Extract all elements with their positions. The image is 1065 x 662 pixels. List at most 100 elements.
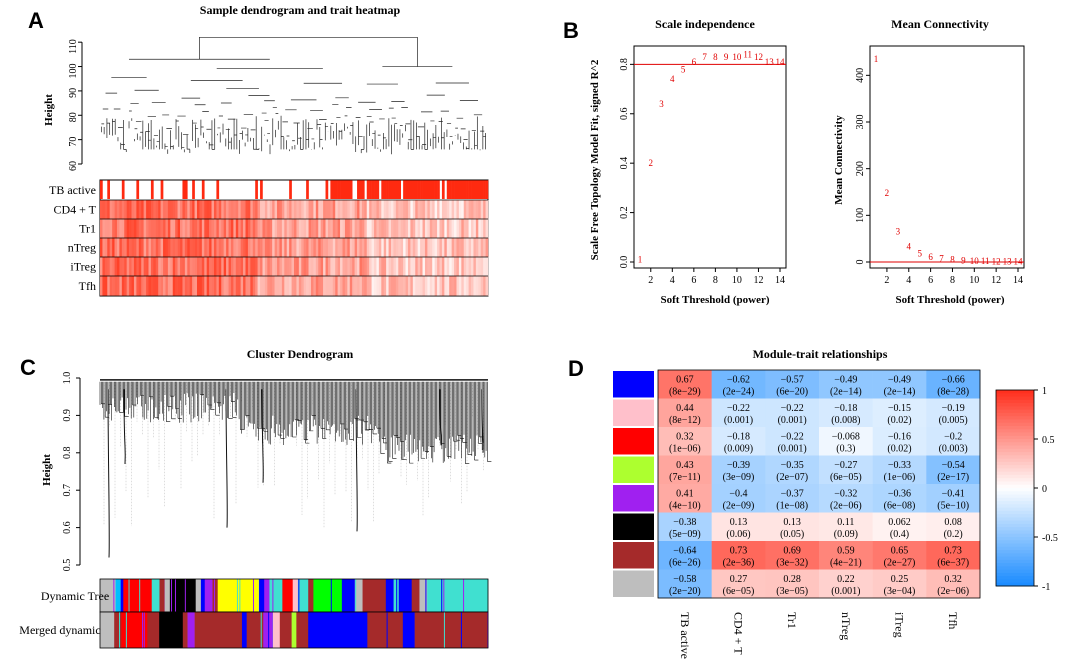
cell-pvalue: (0.008) [831, 415, 860, 426]
trait-cell [303, 200, 307, 219]
cell-pvalue: (0.09) [834, 529, 858, 540]
trait-cell [247, 200, 251, 219]
trait-cell [301, 200, 304, 219]
trait-cell [456, 257, 460, 276]
trait-cell [121, 238, 125, 257]
trait-cell [129, 276, 132, 296]
trait-cell [471, 257, 474, 276]
legend-step [996, 390, 1034, 394]
trait-cell [112, 276, 115, 296]
tb-active-cell [471, 180, 474, 199]
trait-cell [155, 276, 159, 296]
y-tick-label: 0.0 [619, 256, 630, 269]
heat-cell [819, 541, 873, 570]
trait-cell [323, 276, 326, 296]
trait-cell [483, 219, 486, 238]
trait-cell [352, 257, 355, 276]
trait-cell [439, 200, 443, 219]
trait-cell [286, 238, 290, 257]
trait-cell [327, 200, 331, 219]
trait-cell [216, 276, 220, 296]
trait-cell [158, 238, 161, 257]
trait-cell [434, 257, 438, 276]
trait-cell [129, 238, 132, 257]
trait-cell [364, 200, 368, 219]
trait-cell [165, 200, 169, 219]
module-segment [362, 579, 387, 612]
trait-cell [354, 238, 358, 257]
trait-cell [458, 200, 462, 219]
trait-cell [129, 257, 132, 276]
trait-cell [211, 238, 215, 257]
trait-cell [109, 257, 113, 276]
trait-cell [458, 276, 462, 296]
tb-active-cell [332, 180, 336, 199]
trait-cell [308, 257, 312, 276]
trait-cell [444, 200, 448, 219]
trait-cell [177, 276, 181, 296]
trait-cell [461, 238, 465, 257]
legend-tick-label: 1 [1042, 386, 1047, 397]
trait-cell [213, 219, 217, 238]
trait-cell [483, 257, 486, 276]
trait-cell [243, 219, 246, 238]
trait-cell [446, 238, 450, 257]
cell-pvalue: (6e−26) [669, 557, 701, 568]
trait-cell [417, 219, 421, 238]
heat-cell [819, 370, 873, 399]
heat-cell [658, 370, 712, 399]
trait-cell [439, 276, 443, 296]
cell-correlation: −0.2 [944, 431, 962, 442]
trait-cell [247, 238, 251, 257]
trait-cell [267, 276, 271, 296]
module-segment [204, 579, 213, 612]
legend-step [996, 582, 1034, 587]
trait-cell [400, 276, 404, 296]
tb-active-cell [330, 180, 334, 199]
trait-cell [291, 219, 295, 238]
trait-cell [153, 200, 157, 219]
trait-cell [192, 219, 195, 238]
trait-cell [250, 257, 254, 276]
heat-cell [711, 569, 766, 599]
legend-step [996, 474, 1034, 479]
trait-cell [398, 200, 401, 219]
trait-cell [257, 219, 261, 238]
trait-cell [466, 257, 469, 276]
tb-active-cell [357, 180, 360, 199]
deep-branch [107, 389, 110, 558]
trait-cell [386, 238, 389, 257]
trait-cell [146, 200, 149, 219]
tb-active-cell [366, 180, 370, 199]
trait-cell [315, 219, 319, 238]
trait-cell [451, 219, 455, 238]
trait-cell [444, 257, 448, 276]
mean-connectivity-y-label: Mean Connectivity [833, 115, 845, 205]
tb-active-cell [441, 180, 445, 199]
trait-cell [262, 238, 266, 257]
trait-cell [121, 200, 125, 219]
trait-cell [308, 238, 312, 257]
trait-cell [466, 276, 469, 296]
cell-pvalue: (3e−09) [723, 472, 755, 483]
tb-active-cell [182, 180, 186, 199]
trait-cell [150, 276, 154, 296]
trait-cell [332, 257, 336, 276]
trait-cell [407, 238, 411, 257]
trait-cell [274, 257, 278, 276]
trait-cell [252, 238, 256, 257]
trait-cell [175, 238, 178, 257]
trait-cell [289, 219, 292, 238]
trait-cell [281, 238, 285, 257]
a-tick-label: 60 [68, 161, 79, 171]
trait-cell [160, 200, 164, 219]
trait-cell [240, 257, 244, 276]
trait-cell [192, 200, 195, 219]
legend-step [996, 442, 1034, 447]
trait-cell [446, 276, 450, 296]
trait-cell [337, 219, 341, 238]
trait-cell [148, 257, 152, 276]
trait-cell [296, 219, 300, 238]
trait-cell [199, 276, 203, 296]
module-segment [411, 579, 420, 612]
